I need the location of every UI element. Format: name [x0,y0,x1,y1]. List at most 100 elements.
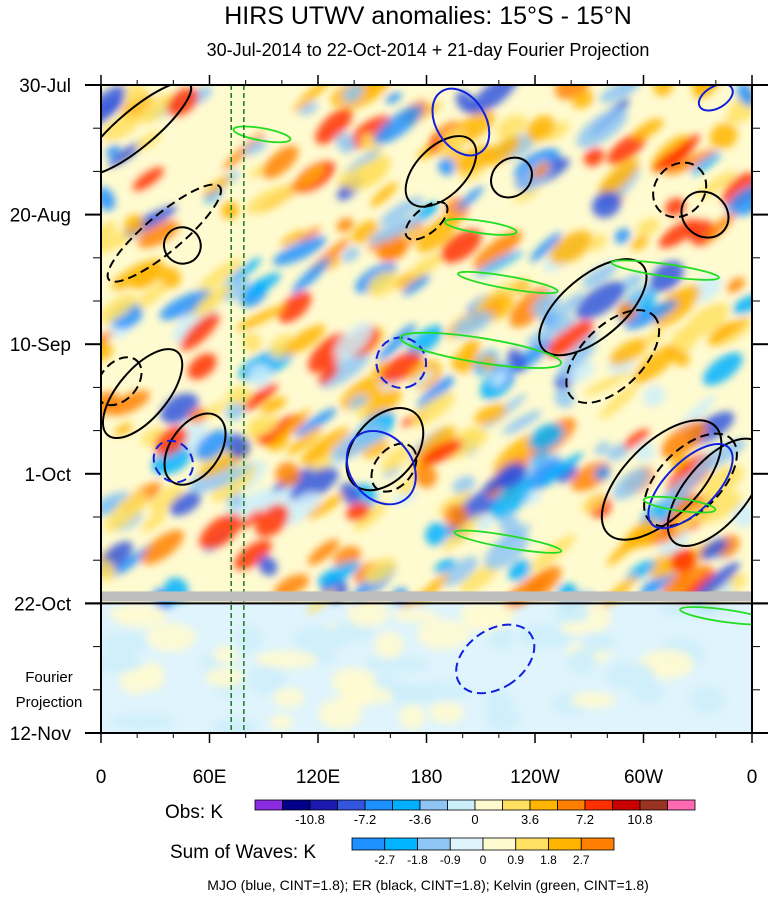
projection-blob [292,627,348,652]
anomaly-blob [636,217,660,237]
anomaly-blob [532,292,561,318]
anomaly-blob [542,121,570,141]
anomaly-blob [643,385,665,407]
anomaly-blob [262,145,299,179]
anomaly-blob [202,175,232,198]
anomaly-blob [380,351,422,384]
anomaly-blob [473,230,523,270]
projection-blob [146,622,196,652]
anomaly-blob [317,561,361,586]
x-tick-label: 120E [296,767,340,788]
anomaly-blob [101,114,140,141]
anomaly-blob [166,87,199,117]
anomaly-blob [376,235,408,262]
anomaly-blob [440,229,482,264]
anomaly-blob [658,219,699,249]
anomaly-blob [132,166,164,191]
obs-colorbar-swatch [474,799,503,811]
anomaly-blob [584,371,632,396]
anomaly-blob [693,85,720,99]
anomaly-blob [315,107,353,145]
anomaly-blob [444,503,469,528]
anomaly-blob [291,257,331,294]
waves-colorbar-label: -2.7 [374,853,395,867]
anomaly-blob [690,151,721,176]
contour-er-4 [101,348,184,440]
anomaly-blob [529,232,562,263]
anomaly-blob [344,159,389,191]
waves-colorbar-swatch [417,837,451,851]
anomaly-blob [413,464,437,488]
anomaly-blob [211,463,254,490]
anomaly-blob [664,198,686,216]
anomaly-blob [416,214,459,253]
anomaly-blob [694,562,740,601]
anomaly-field [101,85,752,733]
x-tick-label: 60W [624,767,663,788]
anomaly-blob [702,352,743,386]
x-tick-label: 180 [411,767,443,788]
waves-colorbar-label: 1.8 [540,853,557,867]
contour-er-17 [652,161,708,219]
projection-blob [392,609,438,623]
anomaly-blob [149,484,184,514]
anomaly-blob [101,187,116,211]
contour-kelvin-32 [642,495,717,514]
projection-blob [213,646,238,664]
anomaly-blob [106,144,121,159]
y-tick-label: 20-Aug [10,206,71,227]
anomaly-blob [260,481,303,514]
chart-subtitle: 30-Jul-2014 to 22-Oct-2014 + 21-day Four… [206,40,650,60]
waves-legend-title: Sum of Waves: K [170,842,317,863]
anomaly-blob [461,339,481,358]
projection-blob [213,718,257,733]
contour-er-14 [600,419,723,541]
anomaly-blob [470,85,518,115]
anomaly-blob [527,459,565,491]
obs-colorbar-swatch [419,799,448,811]
anomaly-blob [665,134,700,169]
waves-colorbar-label: 2.7 [573,853,590,867]
anomaly-blob [203,186,224,204]
anomaly-blob [336,218,354,233]
anomaly-blob [581,262,618,289]
anomaly-blob [377,323,417,362]
anomaly-blob [484,136,521,166]
anomaly-blob [622,517,658,552]
anomaly-blob [438,490,471,515]
obs-colorbar-label: 10.8 [627,812,652,827]
wave-contours [101,85,752,695]
anomaly-blob [529,423,564,451]
x-tick-label: 120W [510,767,560,788]
anomaly-blob [180,312,220,351]
anomaly-blob [280,230,306,248]
x-tick-label: 0 [747,767,758,788]
anomaly-blob [623,429,650,450]
projection-blob [690,685,724,715]
anomaly-blob [286,426,323,456]
anomaly-blob [283,324,326,356]
waves-colorbar-swatch [515,837,549,851]
obs-colorbar-swatch [639,799,668,811]
anomaly-blob [442,556,478,587]
projection-blob [363,657,429,673]
projection-blob [205,667,244,688]
anomaly-blob [101,220,117,250]
anomaly-blob [370,182,398,207]
anomaly-blob [255,504,290,537]
anomaly-blob [589,233,607,251]
obs-colorbar-label: 3.6 [521,812,539,827]
waves-colorbar-label: -0.9 [440,853,461,867]
anomaly-blob [402,274,431,296]
obs-colorbar-swatch [392,799,421,811]
anomaly-blob [244,140,268,155]
projection-blob [374,631,404,659]
obs-colorbar-label: 0 [471,812,478,827]
waves-colorbar-label: -1.8 [407,853,428,867]
anomaly-blob [493,434,536,474]
anomaly-blob [607,132,647,165]
obs-colorbar-label: -7.2 [354,812,376,827]
anomaly-blob [269,408,312,448]
anomaly-blob [456,185,484,211]
